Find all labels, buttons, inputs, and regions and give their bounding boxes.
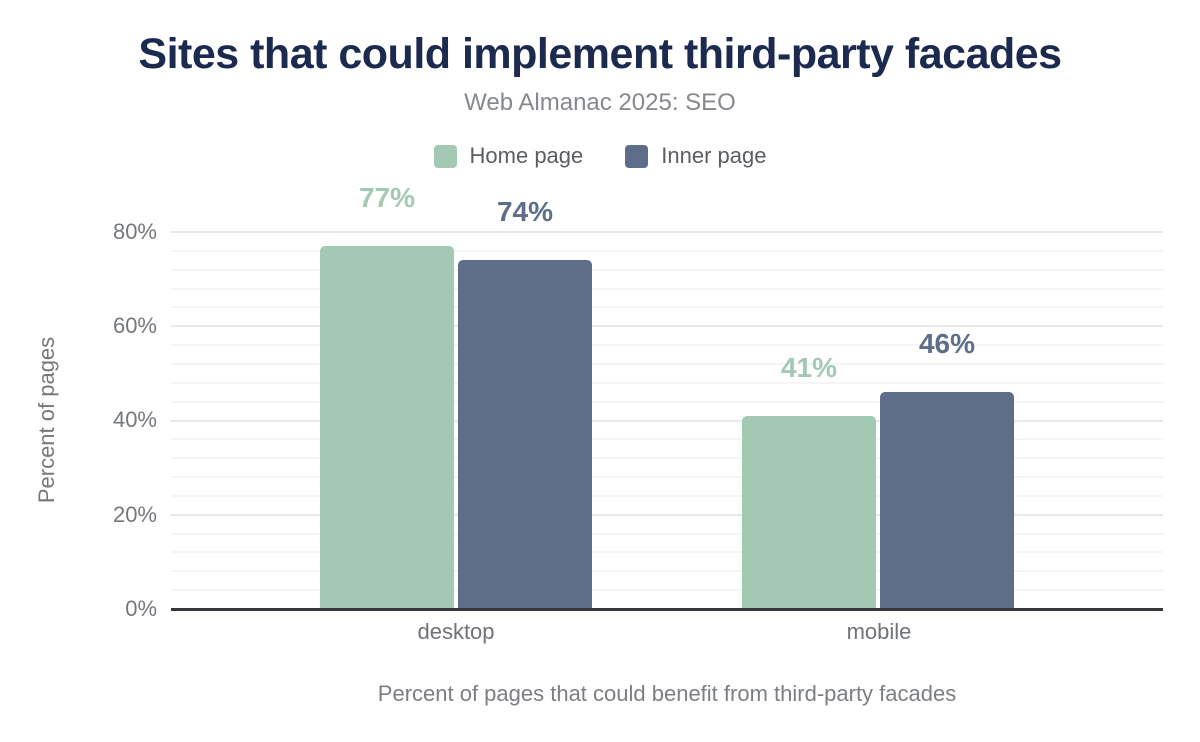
bar-value-desktop-inner-page: 74% xyxy=(496,196,554,228)
legend-item-inner-page: Inner page xyxy=(625,143,766,169)
x-axis-title: Percent of pages that could benefit from… xyxy=(377,681,957,706)
legend-item-home-page: Home page xyxy=(433,143,584,169)
chart-title: Sites that could implement third-party f… xyxy=(138,30,1062,78)
x-tick-mobile: mobile xyxy=(846,619,912,644)
bar-mobile-inner-page xyxy=(880,392,1014,609)
gridline-major xyxy=(171,419,1163,422)
gridline-major xyxy=(171,513,1163,516)
y-tick-80: 80% xyxy=(112,219,157,244)
bar-desktop-home-page xyxy=(320,246,454,609)
gridline-minor xyxy=(171,362,1163,365)
gridline-minor xyxy=(171,306,1163,309)
bar-mobile-home-page xyxy=(742,415,876,609)
plot-area: 77% 74% 41% 46% xyxy=(171,184,1163,611)
y-tick-0: 0% xyxy=(125,596,157,621)
legend-label-inner-page: Inner page xyxy=(661,143,767,168)
y-tick-40: 40% xyxy=(112,407,157,432)
bar-value-mobile-inner-page: 46% xyxy=(918,328,976,360)
gridline-minor xyxy=(171,494,1163,497)
x-tick-desktop: desktop xyxy=(417,619,495,644)
x-axis-baseline xyxy=(171,608,1163,611)
legend-swatch-inner-page-icon xyxy=(625,144,649,168)
gridline-minor xyxy=(171,344,1163,347)
gridline-major xyxy=(171,325,1163,328)
gridline-minor xyxy=(171,438,1163,441)
gridline-minor xyxy=(171,249,1163,252)
legend-swatch-home-page-icon xyxy=(433,144,457,168)
gridline-minor xyxy=(171,381,1163,384)
bar-value-desktop-home-page: 77% xyxy=(358,182,416,214)
bar-desktop-inner-page xyxy=(458,260,592,609)
bar-value-mobile-home-page: 41% xyxy=(780,351,838,383)
gridline-minor xyxy=(171,532,1163,535)
y-tick-60: 60% xyxy=(112,313,157,338)
gridline-minor xyxy=(171,589,1163,592)
y-tick-20: 20% xyxy=(112,502,157,527)
gridline-minor xyxy=(171,287,1163,290)
gridline-minor xyxy=(171,457,1163,460)
gridline-minor xyxy=(171,400,1163,403)
chart-subtitle: Web Almanac 2025: SEO xyxy=(464,89,736,116)
gridline-minor xyxy=(171,268,1163,271)
gridline-minor xyxy=(171,476,1163,478)
legend: Home page Inner page xyxy=(0,143,1200,169)
gridline-major xyxy=(171,231,1163,233)
legend-label-home-page: Home page xyxy=(469,143,584,168)
gridline-minor xyxy=(171,551,1163,554)
gridline-minor xyxy=(171,570,1163,573)
